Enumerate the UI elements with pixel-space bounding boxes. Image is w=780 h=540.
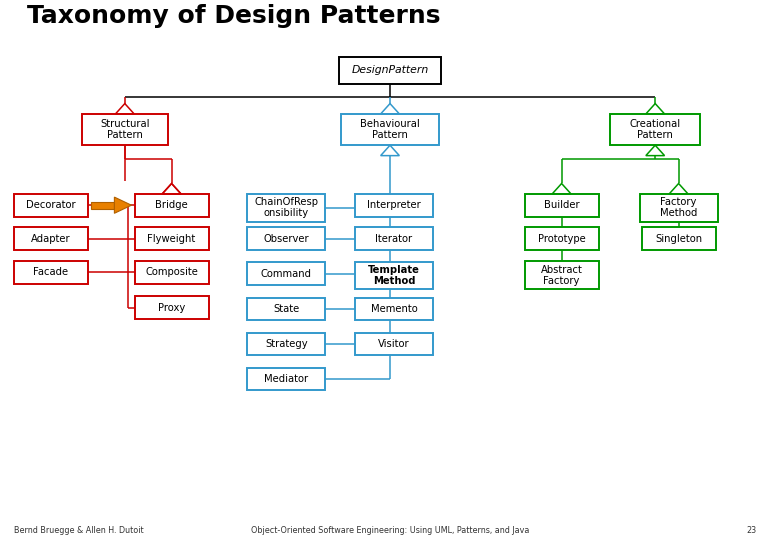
Text: Mediator: Mediator xyxy=(264,374,308,384)
FancyBboxPatch shape xyxy=(247,333,325,355)
FancyBboxPatch shape xyxy=(355,262,433,289)
Text: Adapter: Adapter xyxy=(31,234,70,244)
Text: Decorator: Decorator xyxy=(26,200,76,210)
FancyBboxPatch shape xyxy=(610,114,700,145)
FancyBboxPatch shape xyxy=(247,227,325,250)
Text: Structural
Pattern: Structural Pattern xyxy=(100,119,150,140)
Text: Composite: Composite xyxy=(145,267,198,277)
FancyBboxPatch shape xyxy=(247,368,325,390)
FancyBboxPatch shape xyxy=(134,194,208,217)
FancyBboxPatch shape xyxy=(247,194,325,222)
Text: Iterator: Iterator xyxy=(375,234,413,244)
FancyBboxPatch shape xyxy=(134,227,208,250)
FancyBboxPatch shape xyxy=(342,114,438,145)
Text: State: State xyxy=(273,304,300,314)
Text: Behavioural
Pattern: Behavioural Pattern xyxy=(360,119,420,140)
Text: 23: 23 xyxy=(746,526,757,535)
Polygon shape xyxy=(115,197,131,213)
Text: Flyweight: Flyweight xyxy=(147,234,196,244)
Text: Memento: Memento xyxy=(370,304,417,314)
FancyBboxPatch shape xyxy=(134,261,208,284)
FancyBboxPatch shape xyxy=(14,194,87,217)
FancyBboxPatch shape xyxy=(134,296,208,319)
FancyBboxPatch shape xyxy=(339,57,441,84)
FancyBboxPatch shape xyxy=(641,227,716,250)
Text: Object-Oriented Software Engineering: Using UML, Patterns, and Java: Object-Oriented Software Engineering: Us… xyxy=(251,526,529,535)
Text: Taxonomy of Design Patterns: Taxonomy of Design Patterns xyxy=(27,4,441,28)
FancyBboxPatch shape xyxy=(524,194,599,217)
FancyBboxPatch shape xyxy=(355,333,433,355)
FancyBboxPatch shape xyxy=(355,227,433,250)
FancyBboxPatch shape xyxy=(14,261,87,284)
Text: Observer: Observer xyxy=(264,234,309,244)
Text: Singleton: Singleton xyxy=(655,234,702,244)
FancyBboxPatch shape xyxy=(82,114,168,145)
Text: Abstract
Factory: Abstract Factory xyxy=(541,265,583,286)
FancyBboxPatch shape xyxy=(640,194,718,222)
FancyBboxPatch shape xyxy=(14,227,87,250)
FancyBboxPatch shape xyxy=(355,194,433,217)
Text: Facade: Facade xyxy=(33,267,69,277)
Text: Visitor: Visitor xyxy=(378,339,410,349)
Text: Builder: Builder xyxy=(544,200,580,210)
FancyBboxPatch shape xyxy=(524,227,599,250)
Text: Command: Command xyxy=(261,269,312,279)
Text: Prototype: Prototype xyxy=(537,234,586,244)
FancyBboxPatch shape xyxy=(247,298,325,320)
FancyBboxPatch shape xyxy=(524,261,599,289)
Text: Bernd Bruegge & Allen H. Dutoit: Bernd Bruegge & Allen H. Dutoit xyxy=(14,526,144,535)
Text: Proxy: Proxy xyxy=(158,303,185,313)
FancyBboxPatch shape xyxy=(355,298,433,320)
Text: Bridge: Bridge xyxy=(155,200,188,210)
Text: Strategy: Strategy xyxy=(265,339,307,349)
Text: Factory
Method: Factory Method xyxy=(660,197,697,219)
Text: Template
Method: Template Method xyxy=(368,265,420,286)
Text: ChainOfResp
onsibility: ChainOfResp onsibility xyxy=(254,197,318,219)
Polygon shape xyxy=(90,202,115,208)
Text: Creational
Pattern: Creational Pattern xyxy=(629,119,681,140)
Text: DesignPattern: DesignPattern xyxy=(351,65,429,75)
FancyBboxPatch shape xyxy=(247,262,325,285)
Text: Interpreter: Interpreter xyxy=(367,200,420,210)
